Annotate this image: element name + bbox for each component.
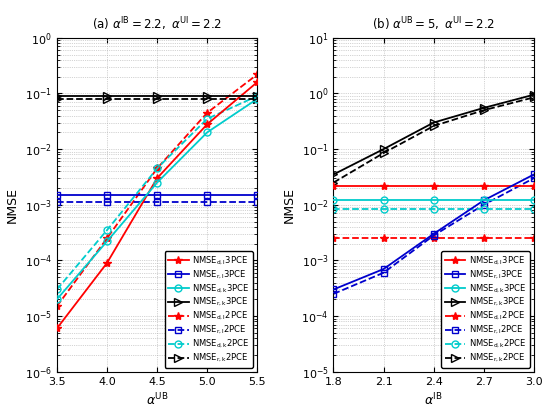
X-axis label: $\alpha^{\mathrm{UB}}$: $\alpha^{\mathrm{UB}}$	[146, 392, 169, 409]
X-axis label: $\alpha^{\mathrm{IB}}$: $\alpha^{\mathrm{IB}}$	[424, 392, 443, 409]
Legend: NMSE$_{\mathrm{d,l}}$3PCE, NMSE$_{\mathrm{r,l}}$3PCE, NMSE$_{\mathrm{d,k}}$3PCE,: NMSE$_{\mathrm{d,l}}$3PCE, NMSE$_{\mathr…	[441, 251, 530, 368]
Y-axis label: NMSE: NMSE	[283, 187, 296, 223]
Title: (b) $\alpha^{\mathrm{UB}} = 5,\ \alpha^{\mathrm{UI}} = 2.2$: (b) $\alpha^{\mathrm{UB}} = 5,\ \alpha^{…	[372, 16, 495, 33]
Legend: NMSE$_{\mathrm{d,l}}$3PCE, NMSE$_{\mathrm{r,l}}$3PCE, NMSE$_{\mathrm{d,k}}$3PCE,: NMSE$_{\mathrm{d,l}}$3PCE, NMSE$_{\mathr…	[165, 251, 253, 368]
Y-axis label: NMSE: NMSE	[6, 187, 19, 223]
Title: (a) $\alpha^{\mathrm{IB}} = 2.2,\ \alpha^{\mathrm{UI}} = 2.2$: (a) $\alpha^{\mathrm{IB}} = 2.2,\ \alpha…	[92, 16, 222, 33]
